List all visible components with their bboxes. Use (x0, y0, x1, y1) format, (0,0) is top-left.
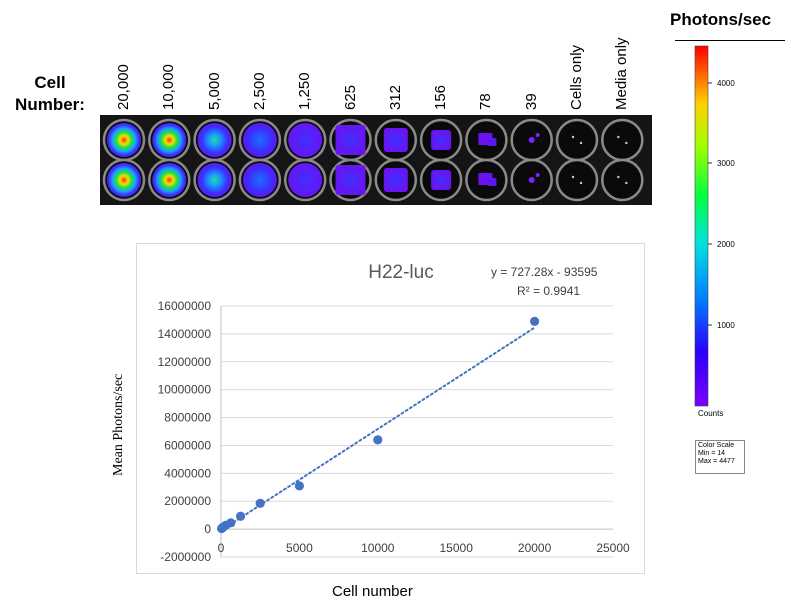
well-signal (152, 123, 187, 157)
y-tick-label: 16000000 (158, 299, 212, 313)
color-scale-title: Color Scale (698, 442, 735, 449)
color-scale-max: Max = 4477 (698, 458, 735, 465)
well-signal (107, 123, 141, 157)
scatter-chart: -2000000 0 2000000 4000000 6000000 8000000 100… (158, 262, 630, 564)
color-scale-box: Color Scale Min = 14 Max = 4477 (695, 440, 745, 474)
plate-well (601, 158, 644, 202)
well-signal (242, 123, 277, 157)
plate-well (601, 118, 644, 162)
y-tick-label: 8000000 (164, 411, 211, 425)
well-signal (431, 130, 452, 150)
well-speck (579, 141, 583, 145)
data-point (217, 523, 227, 534)
colorbar-tick: 2000 (717, 240, 735, 249)
colorbar-tick: 4000 (717, 79, 735, 88)
well-signal (431, 170, 452, 190)
plate-column-label: Media only (613, 37, 631, 110)
well-signal (528, 177, 535, 183)
colorbar-tick: 1000 (717, 321, 735, 330)
colorbar: 4000 3000 2000 1000 Counts (694, 45, 735, 418)
well-speck (571, 175, 575, 179)
x-tick-label: 0 (218, 541, 225, 555)
colorbar-title: Photons/sec (670, 10, 772, 29)
well-speck (571, 135, 575, 139)
x-tick-label: 5000 (286, 541, 313, 555)
data-point (255, 498, 265, 508)
plate-column-label: 625 (341, 84, 359, 110)
well-signal (197, 163, 232, 197)
plate-column-label: Cells only (568, 44, 585, 110)
chart-title: H22-luc (368, 262, 433, 283)
data-point (294, 481, 304, 491)
well-signal (535, 133, 540, 137)
well-signal (383, 128, 408, 152)
well-signal (488, 138, 497, 146)
colorbar-tick: 3000 (717, 159, 735, 168)
well-speck (625, 181, 628, 185)
data-point (373, 435, 383, 445)
colorbar-divider (675, 40, 785, 41)
cell-number-label: Cell Number: (15, 73, 85, 114)
well-plate-image (100, 115, 652, 205)
y-tick-label: 0 (204, 522, 211, 536)
plate-column-label: 1,250 (296, 72, 314, 110)
well-signal (335, 125, 366, 155)
plate-column-label: 312 (386, 84, 404, 110)
well-speck (579, 181, 583, 185)
y-axis-title: Mean Photons/sec (111, 373, 126, 476)
x-tick-label: 25000 (596, 541, 630, 555)
plate-well (555, 118, 599, 162)
trendline-group (220, 326, 536, 532)
trendline-r2: R² = 0.9941 (517, 284, 580, 298)
colorbar-counts-label: Counts (698, 409, 723, 418)
x-tick-label: 10000 (361, 541, 395, 555)
well-speck (617, 135, 620, 139)
y-tick-label: 10000000 (158, 383, 212, 397)
x-tick-labels: 0 5000 10000 15000 20000 25000 (218, 541, 630, 555)
y-tick-label: 4000000 (164, 466, 211, 480)
y-tick-label: 2000000 (164, 494, 211, 508)
well-signal (528, 137, 535, 143)
color-scale-min: Min = 14 (698, 450, 726, 457)
x-tick-label: 20000 (518, 541, 552, 555)
plate-column-label: 39 (522, 93, 540, 110)
colorbar-gradient (694, 45, 709, 407)
data-point (236, 511, 246, 521)
well-plate-svg (102, 118, 644, 202)
well-signal (197, 123, 232, 157)
y-tick-labels: -2000000 0 2000000 4000000 6000000 8000000 100… (158, 299, 212, 564)
chart-gridlines (220, 305, 613, 558)
y-tick-label: 14000000 (158, 327, 212, 341)
well-signal (152, 163, 187, 197)
well-signal (383, 168, 408, 192)
chart-frame (136, 243, 645, 574)
well-signal (535, 173, 540, 177)
plate-column-label: 10,000 (160, 64, 178, 110)
well-speck (617, 175, 620, 179)
plate-well (555, 158, 599, 202)
well-signal (335, 165, 366, 195)
well-signal (242, 163, 277, 197)
trendline (220, 326, 536, 532)
plate-column-label: 156 (432, 84, 450, 110)
plate-column-label: 20,000 (115, 64, 132, 110)
trendline-equation: y = 727.28x - 93595 (491, 265, 598, 279)
data-points (217, 316, 540, 534)
plate-column-label: 78 (477, 93, 495, 110)
plate-column-label: 5,000 (205, 72, 223, 110)
x-tick-label: 15000 (440, 541, 474, 555)
well-signal (288, 163, 323, 197)
well-speck (625, 141, 628, 145)
x-axis-title: Cell number (332, 583, 413, 600)
data-point (530, 316, 540, 326)
well-signal (107, 163, 141, 197)
y-tick-label: 6000000 (164, 438, 211, 452)
well-signal (488, 178, 497, 186)
y-tick-label: 12000000 (158, 355, 212, 369)
plate-column-label: 2,500 (250, 72, 268, 110)
y-tick-label: -2000000 (160, 550, 211, 564)
well-signal (288, 123, 323, 157)
